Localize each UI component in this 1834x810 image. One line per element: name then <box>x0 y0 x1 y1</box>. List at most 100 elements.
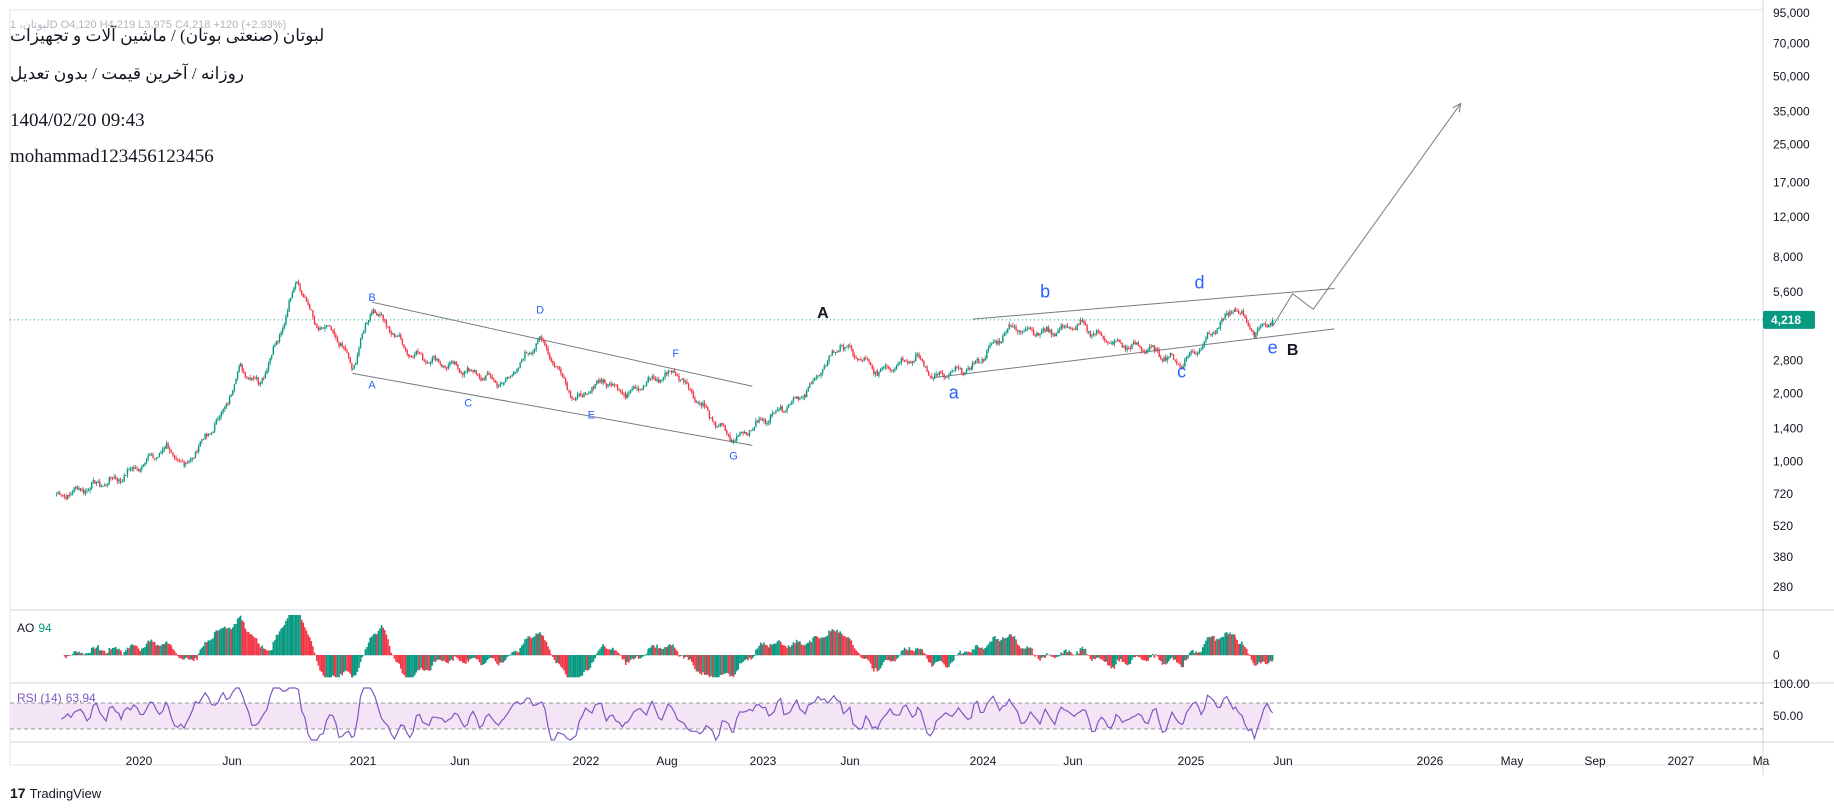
x-tick-label: 2024 <box>970 754 997 768</box>
ao-bar <box>730 655 733 676</box>
ao-bar <box>1187 655 1189 659</box>
candle-body <box>823 366 825 370</box>
candle-body <box>421 354 424 361</box>
ao-bar <box>125 650 127 656</box>
ao-bar <box>735 655 738 672</box>
ao-bar <box>1216 638 1218 656</box>
ao-bar <box>613 650 616 656</box>
ao-bar <box>902 650 904 656</box>
candle-body <box>935 373 937 376</box>
candle-body <box>568 390 570 392</box>
ao-bar <box>506 655 509 657</box>
ao-bar <box>974 645 977 656</box>
candle-body <box>957 367 960 369</box>
candle-body <box>916 354 919 355</box>
candle-body <box>889 368 891 370</box>
ao-bar <box>1069 652 1072 656</box>
ao-bar <box>895 655 898 660</box>
candle-body <box>763 419 765 421</box>
candle-body <box>633 386 635 389</box>
candle-body <box>855 357 857 359</box>
ao-bar <box>763 642 765 656</box>
ao-bar <box>429 655 432 671</box>
candle-body <box>1086 325 1088 332</box>
candle-body <box>165 443 168 447</box>
tradingview-logo[interactable]: 17 TradingView <box>10 785 101 801</box>
candle-body <box>1168 356 1170 358</box>
candle-body <box>613 384 616 385</box>
candle-body <box>205 434 208 437</box>
candle-body <box>722 424 725 426</box>
y-tick-label: 5,600 <box>1773 285 1803 299</box>
ao-bar <box>911 650 914 656</box>
candle-body <box>941 372 944 374</box>
ao-bar <box>486 655 489 661</box>
ao-bar <box>919 648 922 656</box>
ao-bar <box>661 649 663 656</box>
candle-body <box>1144 351 1146 354</box>
candle-body <box>576 394 579 399</box>
ao-bar <box>225 628 228 656</box>
candle-body <box>873 368 875 375</box>
ao-bar <box>1061 653 1064 656</box>
candle-body <box>110 476 112 478</box>
candle-body <box>910 361 912 363</box>
candle-body <box>118 479 120 482</box>
ao-bar <box>183 655 186 659</box>
ao-bar <box>879 655 882 669</box>
ao-bar <box>657 648 660 656</box>
candle-body <box>544 340 546 346</box>
candle-body <box>726 430 728 434</box>
candle-body <box>70 493 72 496</box>
candle-body <box>616 385 619 389</box>
candle-body <box>420 353 422 355</box>
ao-bar <box>68 655 71 656</box>
ao-bar <box>1148 655 1151 658</box>
ao-bar <box>578 655 580 678</box>
candle-body <box>1120 342 1122 344</box>
candle-body <box>833 351 835 353</box>
y-tick-label: 8,000 <box>1773 250 1803 264</box>
candle-body <box>183 464 185 466</box>
ao-bar <box>1023 648 1025 656</box>
candle-body <box>775 411 777 414</box>
ao-bar <box>1232 634 1234 656</box>
ao-bar <box>887 655 890 660</box>
candle-body <box>1042 328 1044 332</box>
rsi-legend[interactable]: RSI (14) 63.94 <box>17 691 96 705</box>
candle-body <box>1054 334 1056 337</box>
ao-bar <box>642 655 645 657</box>
ao-bar <box>789 647 792 656</box>
ao-bar <box>869 655 872 664</box>
candle-body <box>1039 333 1041 336</box>
candle-body <box>1176 361 1178 364</box>
candle-body <box>1008 324 1011 327</box>
ao-bar <box>595 653 598 656</box>
ao-bar <box>325 655 328 678</box>
ao-bar <box>1211 635 1214 656</box>
candle-body <box>679 379 682 381</box>
candle-body <box>247 377 250 379</box>
ao-bar <box>65 655 67 659</box>
ao-bar <box>705 655 707 675</box>
candle-body <box>913 361 915 362</box>
candle-body <box>320 327 323 329</box>
candle-body <box>364 324 367 331</box>
ao-bar <box>1271 655 1274 661</box>
candle-body <box>667 370 669 375</box>
ao-bar <box>71 653 74 656</box>
candle-body <box>131 467 133 470</box>
ao-bar <box>458 655 461 661</box>
ao-legend[interactable]: AO 94 <box>17 621 52 635</box>
ao-bar <box>215 630 218 656</box>
ao-bar <box>778 640 780 656</box>
ao-bar <box>413 655 416 676</box>
ao-bar <box>1068 650 1070 656</box>
candle-body <box>197 446 200 452</box>
ao-bar <box>807 642 810 656</box>
ao-bar <box>168 643 171 656</box>
candle-body <box>1221 318 1223 323</box>
candle-body <box>1239 312 1241 314</box>
candle-body <box>1264 323 1267 325</box>
